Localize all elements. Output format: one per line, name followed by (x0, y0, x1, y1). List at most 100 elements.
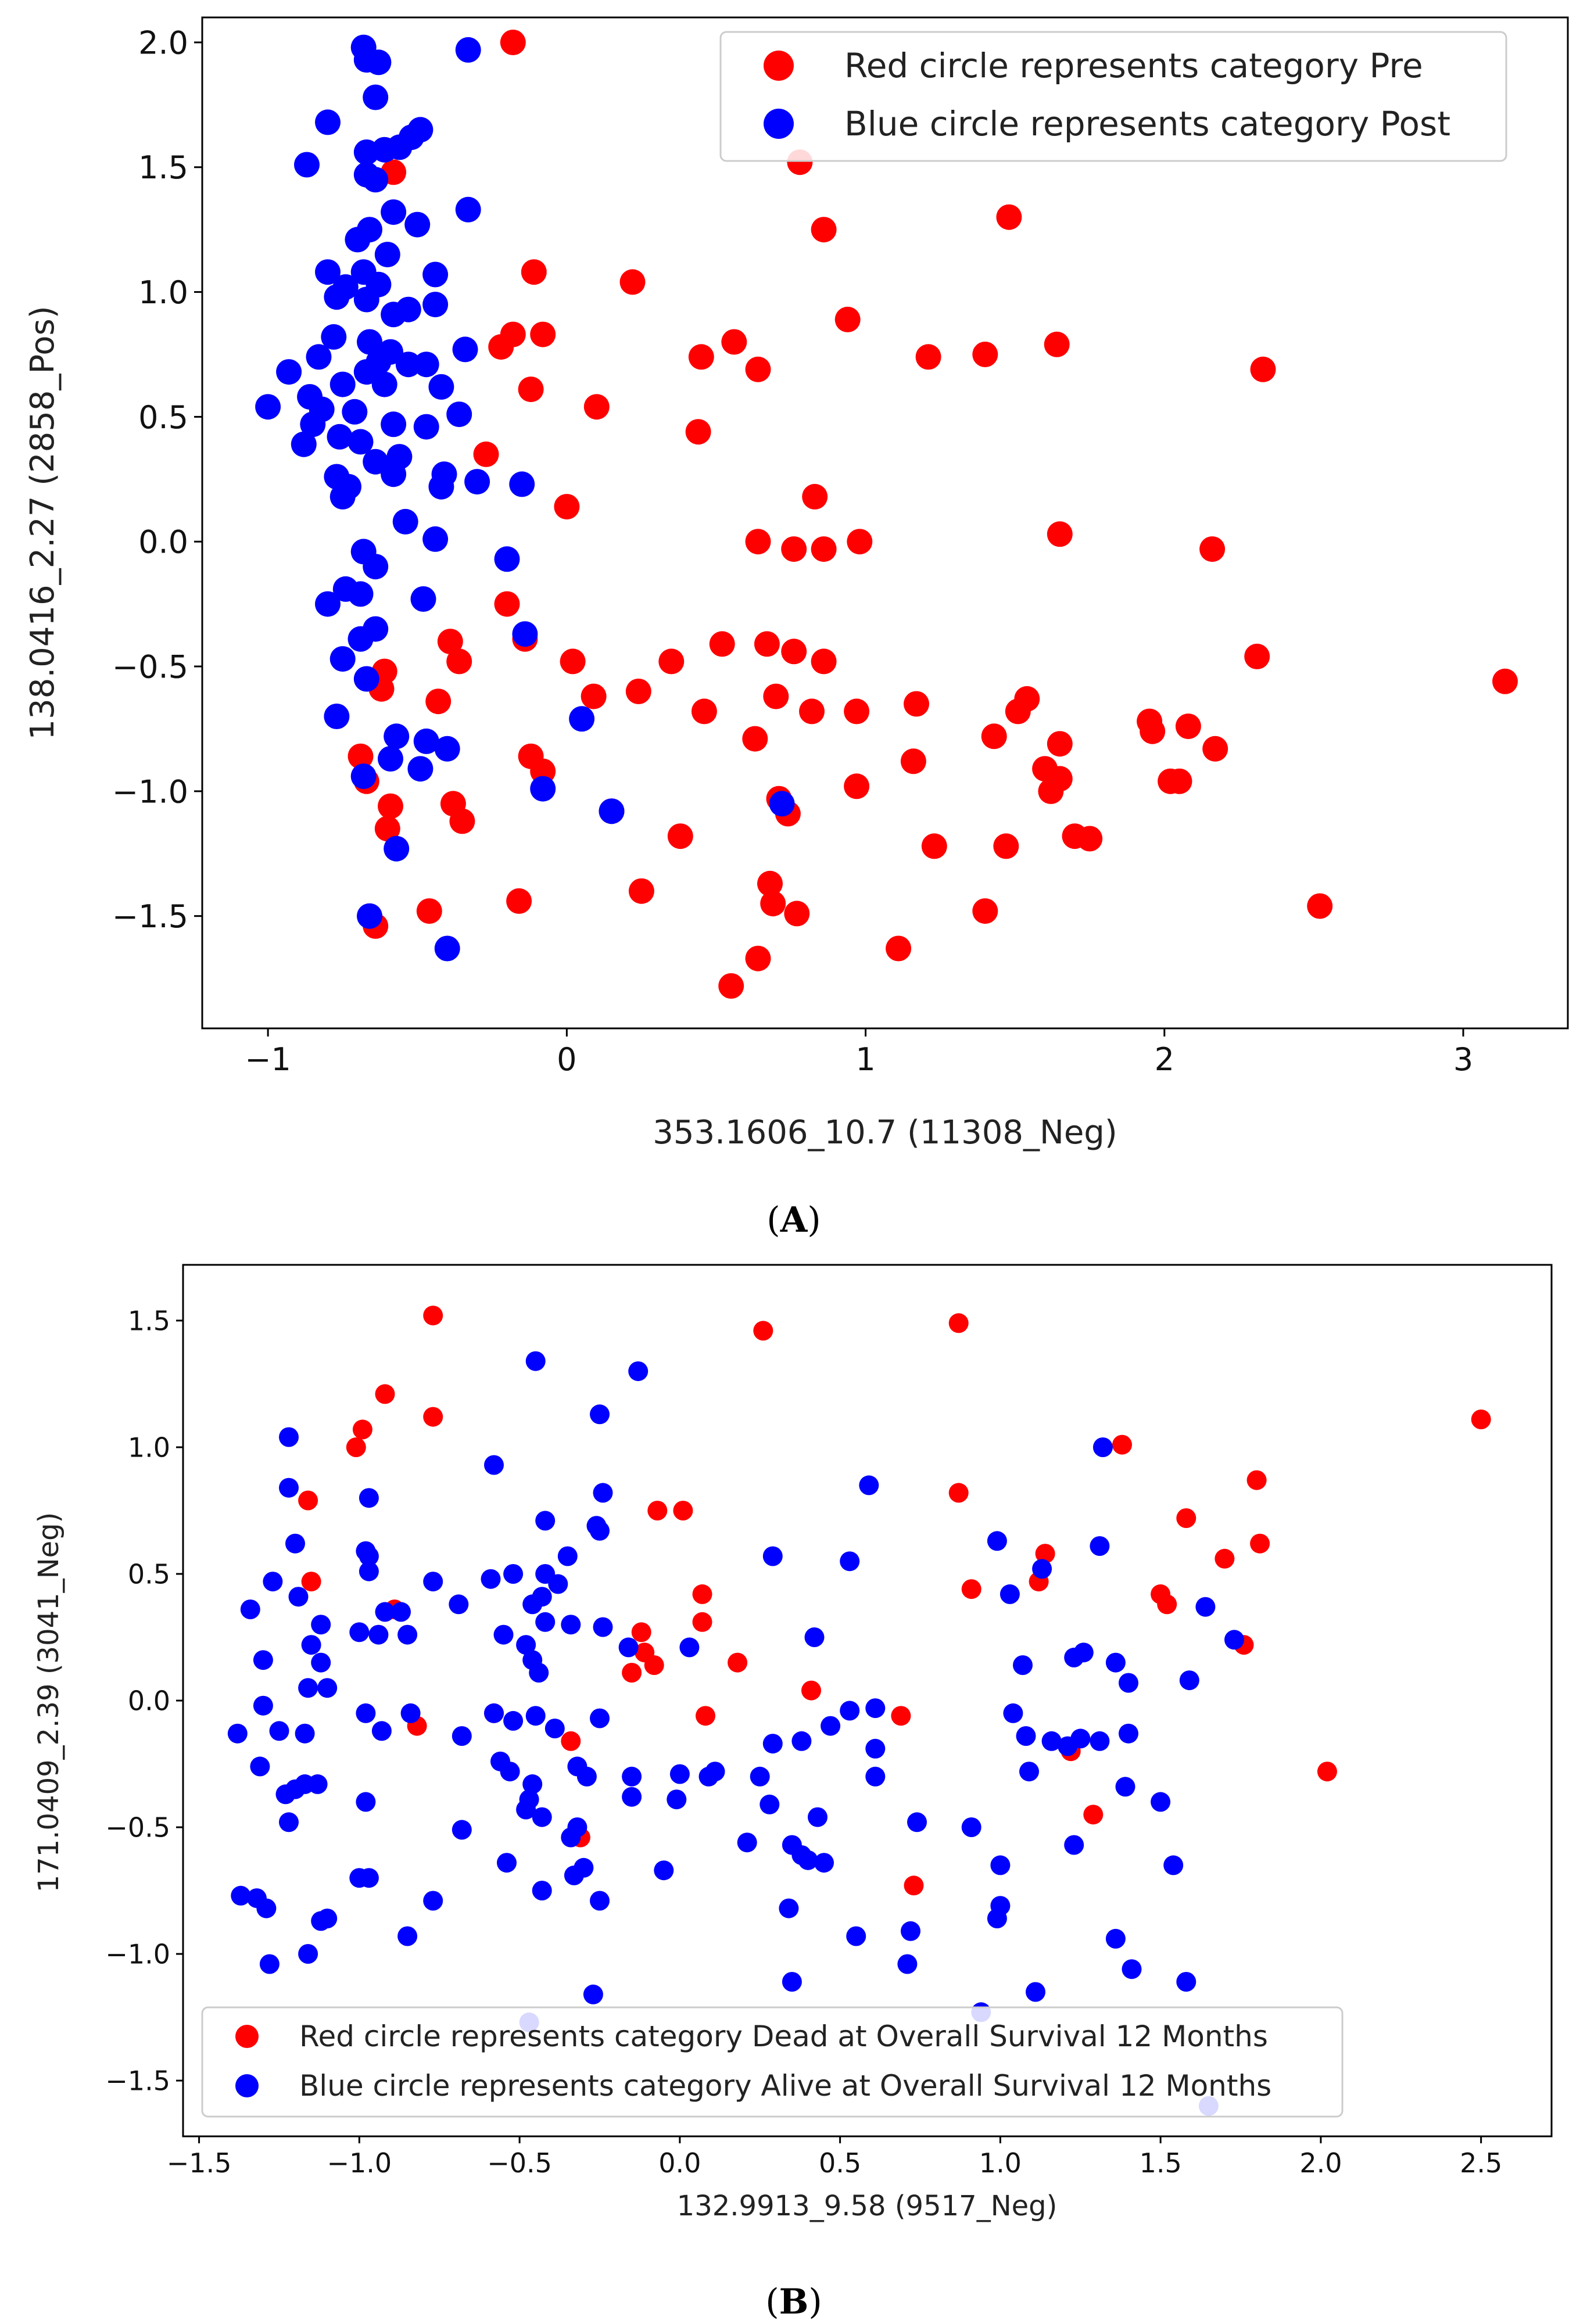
point-a-s0-63 (900, 748, 926, 774)
x-axis-ticks-b: −1.5 −1.0 −0.5 0.0 0.5 1.0 1.5 2.0 2.5 (167, 2136, 1502, 2179)
point-a-s1-75 (512, 621, 538, 647)
point-b-s1-136 (564, 1865, 584, 1885)
point-a-s1-82 (434, 736, 460, 762)
point-b-s0-17 (1215, 1548, 1235, 1569)
point-a-s0-4 (811, 217, 837, 243)
point-b-s1-113 (532, 1807, 552, 1827)
point-b-s1-109 (356, 1792, 376, 1812)
point-a-s0-60 (1202, 736, 1228, 762)
point-b-s1-66 (400, 1703, 421, 1723)
point-b-s1-34 (240, 1599, 260, 1619)
point-b-s1-73 (227, 1723, 248, 1744)
point-b-s1-53 (618, 1637, 639, 1658)
point-b-s1-137 (231, 1885, 251, 1906)
point-a-s0-71 (1038, 778, 1064, 804)
point-a-s0-78 (374, 816, 400, 842)
point-a-s0-35 (446, 648, 472, 675)
panel-letter-b: B (779, 2282, 809, 2322)
point-a-s1-49 (413, 414, 439, 440)
point-b-s1-17 (359, 1546, 379, 1566)
point-b-s0-1 (948, 1313, 969, 1333)
point-b-s1-70 (865, 1698, 886, 1719)
y-tick-label-a-3: 0.5 (138, 399, 188, 436)
x-tick-label-b-7: 2.0 (1299, 2147, 1342, 2179)
point-a-s1-64 (392, 508, 418, 535)
point-b-s1-24 (503, 1564, 524, 1584)
point-b-s1-48 (253, 1650, 273, 1670)
point-a-s0-41 (1492, 668, 1518, 694)
point-a-s1-90 (357, 903, 382, 929)
x-tick-label-b-3: 0.0 (658, 2147, 701, 2179)
point-b-s1-102 (622, 1766, 642, 1787)
point-b-s1-26 (481, 1569, 501, 1589)
point-b-s1-151 (1105, 1928, 1126, 1949)
legend-b: Red circle represents category Dead at O… (201, 2006, 1344, 2118)
point-a-s1-37 (413, 352, 439, 378)
point-a-s0-28 (1047, 521, 1073, 547)
point-a-s1-1 (455, 37, 481, 63)
point-a-s1-24 (422, 261, 449, 288)
point-b-s1-88 (1119, 1723, 1138, 1744)
point-b-s1-20 (840, 1551, 860, 1572)
point-b-s1-35 (391, 1602, 411, 1622)
point-b-s1-98 (275, 1784, 296, 1805)
point-b-s1-150 (901, 1921, 920, 1941)
point-b-s1-76 (371, 1721, 392, 1741)
point-a-s0-32 (709, 631, 735, 657)
y-tick-label-a-0: 2.0 (138, 24, 188, 61)
point-b-s0-7 (346, 1437, 366, 1457)
point-a-s0-46 (763, 683, 789, 709)
point-a-s0-87 (760, 891, 786, 917)
point-b-s1-82 (821, 1716, 841, 1736)
point-b-s0-29 (728, 1652, 748, 1673)
point-a-s1-13 (363, 167, 389, 193)
point-b-s1-94 (1019, 1762, 1039, 1782)
point-a-s0-94 (745, 945, 771, 971)
point-a-s1-72 (410, 586, 436, 612)
point-b-s1-58 (1013, 1655, 1033, 1675)
point-b-s1-84 (1041, 1731, 1062, 1751)
point-a-s0-44 (625, 679, 651, 704)
point-a-s1-42 (371, 371, 397, 397)
point-a-s0-74 (378, 793, 403, 819)
points-group-a (255, 30, 1518, 999)
point-b-s1-9 (593, 1483, 613, 1503)
y-tick-label-a-7: −1.5 (112, 898, 188, 935)
point-a-s1-78 (569, 706, 595, 732)
point-b-s1-33 (522, 1594, 543, 1615)
point-a-s0-12 (1044, 331, 1070, 357)
point-b-s0-15 (1250, 1533, 1270, 1554)
point-b-s1-112 (516, 1799, 536, 1820)
point-b-s1-125 (961, 1817, 981, 1837)
point-b-s0-42 (904, 1875, 924, 1896)
point-a-s0-88 (784, 901, 810, 927)
point-b-s1-64 (253, 1695, 273, 1716)
point-b-s0-20 (961, 1579, 981, 1599)
legend-marker-pre (764, 51, 794, 81)
point-b-s1-28 (263, 1572, 283, 1592)
point-b-s0-30 (644, 1655, 664, 1675)
point-a-s1-50 (300, 411, 326, 437)
point-a-s0-7 (834, 306, 861, 332)
point-b-s1-114 (808, 1807, 827, 1827)
point-b-s1-0 (525, 1351, 546, 1371)
x-tick-label-a-0: −1 (245, 1041, 291, 1078)
point-b-s1-105 (705, 1762, 725, 1782)
point-b-s1-149 (846, 1926, 866, 1946)
point-b-s1-12 (590, 1520, 610, 1541)
point-a-s0-14 (915, 344, 941, 370)
point-a-s1-48 (381, 411, 407, 437)
points-group-b (227, 1306, 1491, 2116)
point-b-s1-99 (522, 1774, 543, 1794)
point-a-s0-82 (921, 833, 947, 859)
x-tick-label-b-5: 1.0 (979, 2147, 1022, 2179)
y-tick-label-b-4: −0.5 (105, 1812, 170, 1844)
point-a-s1-65 (422, 526, 449, 552)
point-b-s1-87 (1090, 1731, 1110, 1751)
point-b-s1-156 (782, 1972, 802, 1992)
point-a-s1-60 (464, 469, 490, 495)
point-b-s0-35 (891, 1706, 911, 1726)
point-a-s1-77 (353, 666, 379, 692)
point-a-s1-87 (599, 798, 625, 824)
